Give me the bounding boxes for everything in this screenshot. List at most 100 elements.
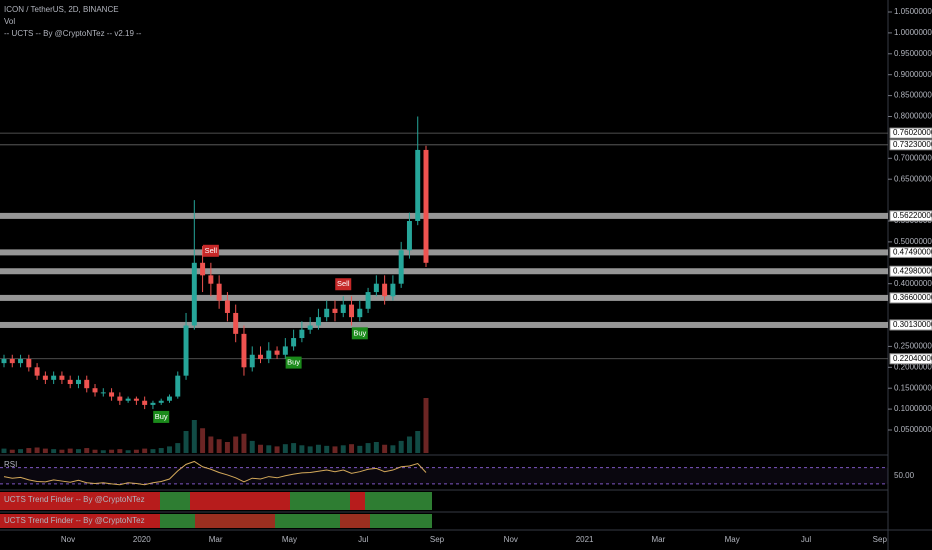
level-label-box [889,139,932,151]
level-label: 0.56220000 [893,211,932,220]
volume-bar [18,449,24,453]
candle-body [382,283,388,297]
x-tick-label: Mar [209,535,223,544]
candle-body [142,400,148,405]
level-label: 0.36600000 [893,293,932,302]
candle-body [158,400,164,403]
rsi-fill [0,467,888,484]
volume-bar [9,449,15,453]
x-tick-label: Jul [801,535,811,544]
candle-body [191,262,197,326]
candle-body [241,333,247,368]
volume-bar [365,443,371,453]
volume-bar [349,444,355,453]
candle-body [340,304,346,313]
volume-bar [315,444,321,453]
chart-title: ICON / TetherUS, 2D, BINANCE [4,5,119,14]
x-tick-label: Mar [652,535,666,544]
level-label-box [889,246,932,258]
signal-label: Buy [155,412,168,421]
volume-bar [142,448,148,453]
indicator-label: -- UCTS -- By @CryptoNTez -- v2.19 -- [4,29,142,38]
volume-bar [224,442,230,453]
volume-bar [158,448,164,453]
candle-body [415,149,421,221]
volume-bar [109,449,115,453]
volume-bar [167,446,172,453]
level-band [0,249,888,256]
candle-body [75,379,81,385]
candle-body [117,396,123,401]
x-tick-label: 2021 [576,535,594,544]
candle-body [390,283,396,297]
volume-bar [100,450,106,453]
candle-body [92,388,98,393]
candle-body [183,325,189,376]
candle-body [84,379,90,389]
trend-finder-1 [0,492,432,510]
candle-body [67,379,73,385]
volume-bar [357,445,363,453]
candle-body [42,375,48,380]
signal-box [351,327,368,340]
volume-bar [67,448,73,453]
signal-box [153,410,170,423]
volume-bar [266,445,272,453]
volume-bar [216,439,222,453]
volume-bar [42,448,48,453]
volume-bar [258,444,263,453]
level-label-box [889,353,932,365]
level-band [0,212,888,219]
level-label-box [889,265,932,277]
volume-bar [332,446,338,453]
x-tick-label: 2020 [133,535,151,544]
candle-body [26,358,32,368]
volume-bar [291,443,297,453]
level-label-box [889,127,932,139]
volume-bar [423,398,429,453]
candle-body [167,396,172,401]
candle-body [224,300,230,313]
volume-bar [117,449,123,453]
volume-bar [282,444,288,453]
candle-body [332,308,338,313]
signal-label: Buy [287,358,300,367]
volume-bar [150,449,156,453]
candle-body [1,358,7,364]
candle-body [208,275,214,284]
volume-bar [249,440,255,453]
volume-bar [191,420,197,453]
candle-body [291,338,297,347]
candle-body [274,350,280,355]
signal-box [285,356,302,369]
volume-bar [415,431,421,453]
level-label-box [889,210,932,222]
volume-bar [373,442,379,453]
candle-body [233,312,239,334]
volume-bar [59,449,65,453]
candle-body [373,283,379,293]
volume-bar [382,444,388,453]
signal-box [202,244,219,257]
volume-bar [92,449,98,453]
x-tick-label: Sep [430,535,445,544]
candle-body [357,308,363,318]
volume-bar [183,431,189,453]
candle-body [299,329,305,339]
rsi-tick-label: 50.00 [894,471,915,480]
level-label-box [889,319,932,331]
volume-bar [51,449,57,453]
signal-box [335,278,352,291]
